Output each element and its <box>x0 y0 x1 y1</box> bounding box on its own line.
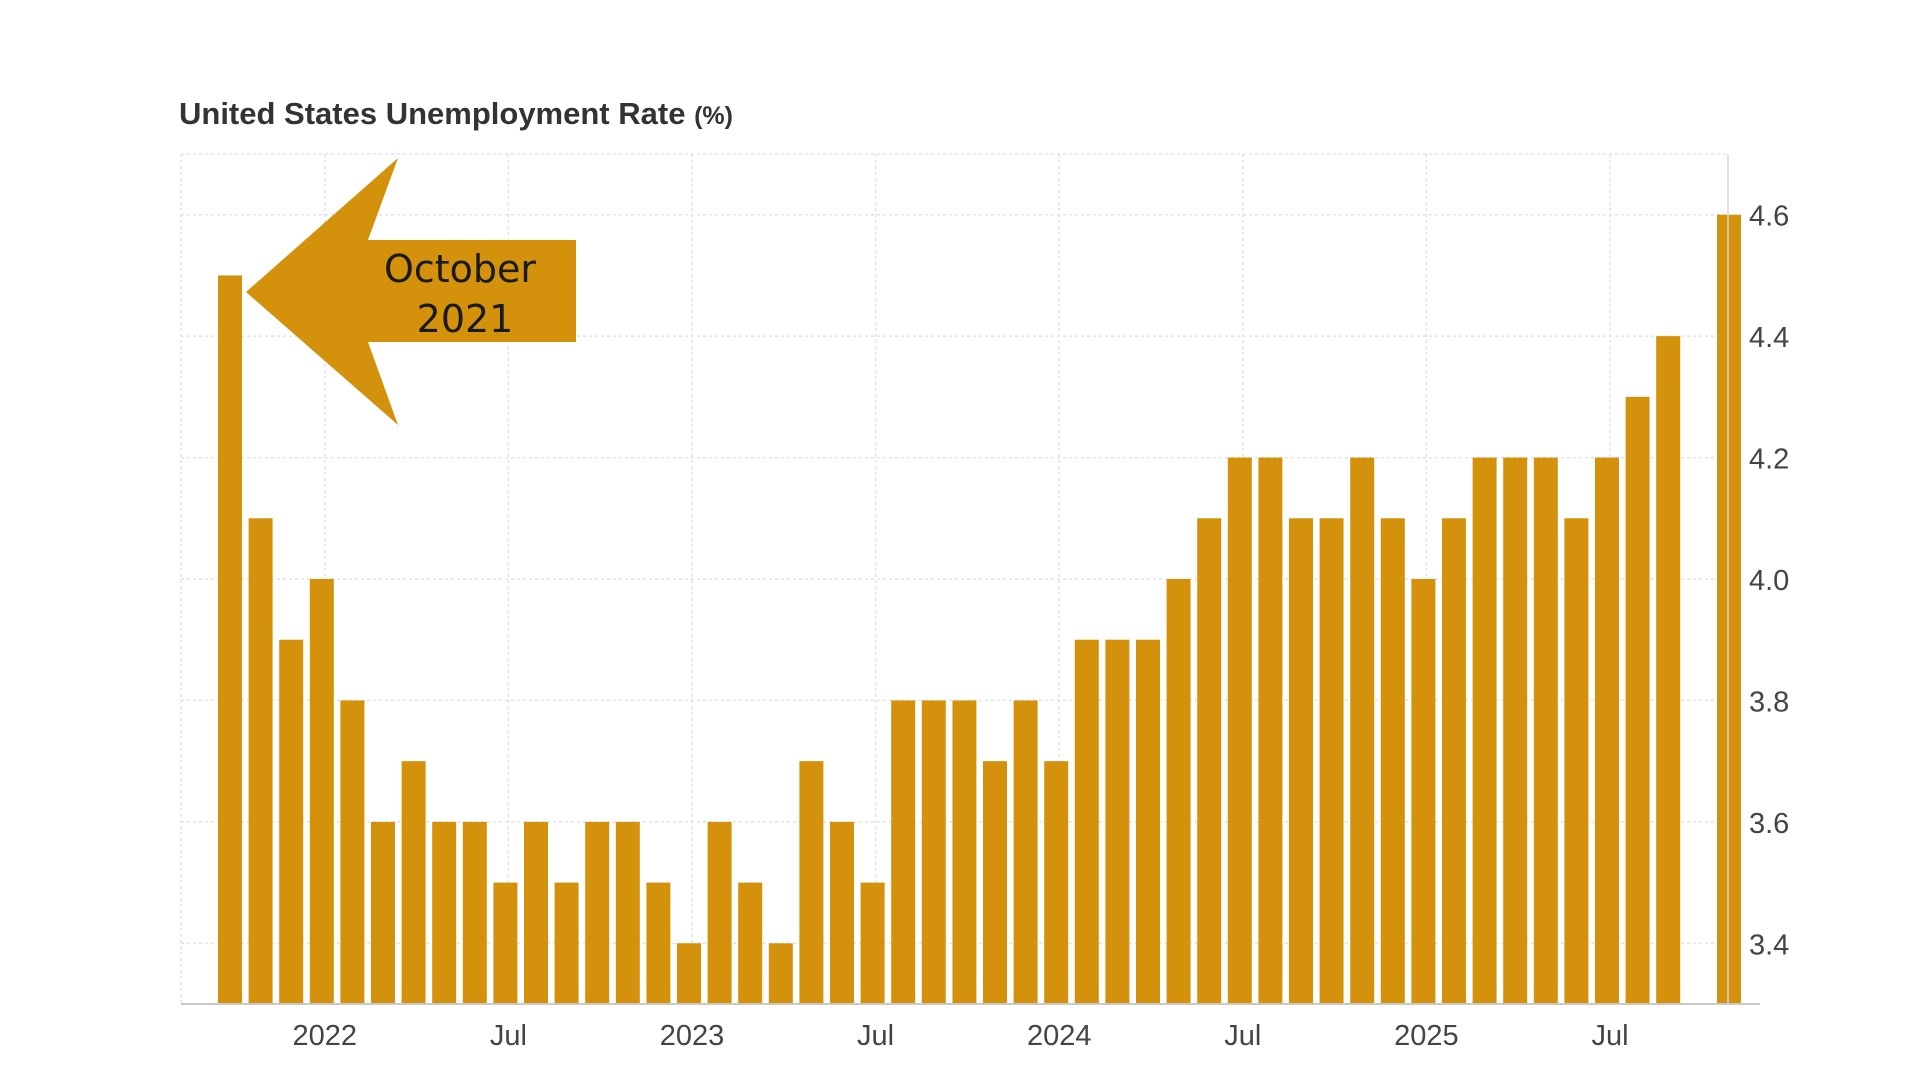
bar <box>554 882 579 1004</box>
bar <box>585 821 610 1004</box>
y-tick-label: 3.6 <box>1749 808 1789 840</box>
october-2021-annotation: October 2021 <box>246 158 576 425</box>
bar <box>1074 639 1099 1004</box>
bar <box>371 821 395 1004</box>
y-tick-label: 4.4 <box>1749 322 1789 354</box>
bar <box>1656 336 1681 1005</box>
bar <box>1411 579 1436 1004</box>
chart-title-unit: (%) <box>694 102 733 130</box>
bar <box>707 821 732 1004</box>
y-tick-label: 3.4 <box>1749 929 1789 961</box>
bar <box>1595 457 1619 1005</box>
y-tick-label: 4.0 <box>1749 565 1789 597</box>
x-tick-label: Jul <box>490 1020 527 1052</box>
chart-title: United States Unemployment Rate (%) <box>179 96 733 132</box>
bar <box>799 761 824 1004</box>
bar <box>646 882 671 1004</box>
bar <box>432 821 457 1004</box>
bar <box>983 761 1007 1004</box>
x-tick-label: 2022 <box>293 1020 358 1052</box>
bar <box>860 882 885 1004</box>
bar <box>1166 579 1191 1004</box>
bar <box>524 821 548 1004</box>
x-tick-label: Jul <box>1224 1020 1261 1052</box>
bar <box>952 700 977 1004</box>
bar <box>1227 457 1252 1005</box>
annotation-arrow <box>246 158 576 425</box>
axes <box>181 154 1760 1005</box>
bar <box>768 943 793 1004</box>
bar <box>1013 700 1038 1004</box>
x-tick-label: 2023 <box>660 1020 725 1052</box>
annotation-line-1: October <box>384 247 536 291</box>
bar <box>1289 518 1313 1004</box>
bar <box>1717 214 1741 1004</box>
bar <box>1105 639 1130 1004</box>
x-tick-label: Jul <box>857 1020 894 1052</box>
bar <box>1197 518 1222 1004</box>
bar <box>677 943 701 1004</box>
bar <box>1044 761 1069 1004</box>
bar <box>340 700 365 1004</box>
bar <box>1136 639 1160 1004</box>
x-tick-label: Jul <box>1591 1020 1628 1052</box>
bar <box>309 579 334 1004</box>
bar <box>1503 457 1528 1005</box>
y-tick-label: 3.8 <box>1749 686 1789 718</box>
bar <box>1319 518 1344 1004</box>
bar <box>1350 457 1375 1005</box>
y-tick-label: 4.6 <box>1749 201 1789 233</box>
bar <box>462 821 487 1004</box>
x-tick-label: 2024 <box>1027 1020 1092 1052</box>
bar <box>1258 457 1283 1005</box>
bar <box>401 761 426 1004</box>
bar <box>1472 457 1497 1005</box>
bar-series <box>218 214 1741 1005</box>
chart-title-text: United States Unemployment Rate <box>179 96 686 131</box>
y-tick-label: 4.2 <box>1749 444 1789 476</box>
bar <box>921 700 946 1004</box>
annotation-line-2: 2021 <box>417 297 514 341</box>
x-axis-ticks: 2022 Jul 2023 Jul 2024 Jul 2025 Jul <box>293 1020 1629 1052</box>
bar <box>248 518 273 1004</box>
x-tick-label: 2025 <box>1394 1020 1459 1052</box>
bar <box>891 700 916 1004</box>
bar <box>738 882 763 1004</box>
bar <box>1533 457 1558 1005</box>
bar <box>1564 518 1589 1004</box>
bar <box>279 639 304 1004</box>
y-axis-ticks: 3.4 3.6 3.8 4.0 4.2 4.4 4.6 <box>1749 201 1789 962</box>
bar <box>1442 518 1466 1004</box>
bar <box>830 821 854 1004</box>
bar <box>493 882 518 1004</box>
bar <box>1380 518 1405 1004</box>
bar <box>615 821 640 1004</box>
bar <box>1625 396 1650 1004</box>
bar <box>218 275 242 1004</box>
